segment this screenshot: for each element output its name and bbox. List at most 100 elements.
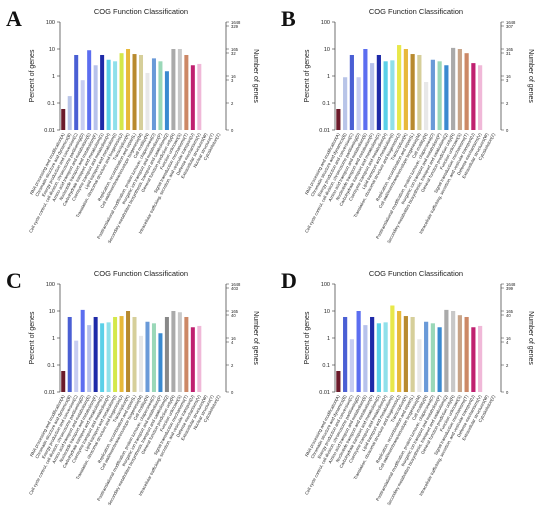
bar: [106, 322, 111, 392]
y-tick-label: 0.1: [47, 101, 55, 107]
y-tick-label: 0.1: [322, 363, 330, 369]
y2-tick-label: 32: [231, 51, 236, 56]
bar: [74, 340, 79, 392]
bar: [126, 311, 131, 392]
bar: [93, 316, 98, 392]
y2-tick-label: 1648: [231, 20, 241, 25]
bar: [397, 311, 402, 392]
bar: [444, 309, 449, 392]
y-tick-label: 100: [321, 20, 330, 26]
bar: [151, 323, 156, 392]
y-axis-label: Percent of genes: [304, 49, 311, 102]
y-tick-label: 0.1: [47, 363, 55, 369]
bar: [61, 108, 66, 130]
bar: [164, 71, 169, 130]
bar: [145, 72, 150, 130]
bar: [451, 47, 456, 130]
chart-title: COG Function Classification: [94, 269, 188, 278]
bar: [451, 311, 456, 392]
y2-tick-label: 0: [231, 128, 234, 133]
bar: [119, 53, 124, 130]
y2-tick-label: 2: [231, 101, 234, 106]
y2-tick-label: 0: [506, 128, 509, 133]
bar: [410, 316, 415, 392]
bar: [67, 96, 72, 130]
bar: [67, 316, 72, 392]
y2-tick-label: 0: [231, 390, 234, 395]
bar: [100, 54, 105, 131]
bar: [132, 54, 137, 130]
chart-title: COG Function Classification: [369, 7, 463, 16]
cog-chart-d: COG Function Classification 100 10 1 0.1 0.01…: [304, 269, 534, 506]
y2-tick-label: 1648: [506, 20, 516, 25]
bar: [403, 316, 408, 392]
bar: [349, 339, 354, 392]
bar: [197, 63, 202, 130]
bar: [158, 333, 163, 392]
bar: [349, 54, 354, 131]
bar: [424, 321, 429, 392]
bar: [403, 49, 408, 130]
bar: [444, 65, 449, 130]
y2-tick-label: 16: [506, 336, 511, 341]
y-tick-label: 10: [49, 309, 55, 315]
y-tick-label: 100: [46, 282, 55, 288]
bar: [126, 49, 131, 130]
bar: [138, 54, 144, 131]
bar: [363, 325, 368, 392]
chart-panel-b: B COG Function Classification 100 10 1 0.1 0.…: [275, 0, 550, 262]
y2-tick-label: 0: [506, 390, 509, 395]
bar: [363, 49, 368, 130]
bar: [336, 370, 341, 392]
bar: [171, 49, 176, 130]
bar: [87, 325, 92, 392]
panel-letter: B: [281, 6, 296, 31]
bar: [464, 316, 469, 392]
bar: [376, 54, 381, 131]
y-tick-label: 100: [321, 282, 330, 288]
bar: [336, 108, 341, 130]
bar: [430, 59, 435, 130]
chart-title: COG Function Classification: [94, 7, 188, 16]
chart-panel-a: A COG Function Classification 100 10 1 0.1 0.…: [0, 0, 275, 262]
bar: [356, 77, 361, 130]
cog-chart-a: COG Function Classification 100 10 1 0.1 0.01…: [28, 7, 259, 244]
chart-panel-d: D COG Function Classification 100 10 1 0.1 0.…: [275, 262, 550, 524]
y2-tick-label: 2: [506, 101, 509, 106]
bar: [437, 61, 442, 130]
y-tick-label: 10: [324, 309, 330, 315]
bar: [397, 45, 402, 130]
y-axis-label: Percent of genes: [29, 311, 36, 364]
y-tick-label: 10: [324, 47, 330, 53]
y2-tick-label: 165: [506, 47, 514, 52]
bar: [113, 61, 118, 130]
bar: [61, 370, 66, 392]
y-tick-label: 0.1: [322, 101, 330, 107]
y-axis-label: Percent of genes: [29, 49, 36, 102]
y2-tick-label: 40: [231, 313, 236, 318]
bar: [457, 49, 462, 130]
y2-tick-label: 3: [231, 78, 234, 83]
bar: [383, 61, 388, 130]
bar: [138, 335, 144, 392]
bar: [158, 61, 163, 130]
bar: [471, 63, 476, 131]
bar: [87, 50, 92, 130]
y2-tick-label: 40: [506, 313, 511, 318]
bar: [145, 321, 150, 392]
panel-letter: D: [281, 268, 297, 293]
bar: [80, 80, 85, 130]
bar: [74, 54, 79, 131]
y2-tick-label: 16: [231, 74, 236, 79]
y-tick-label: 0.01: [319, 128, 330, 134]
bar: [106, 59, 111, 130]
y2-tick-label: 399: [506, 286, 514, 291]
y2-tick-label: 165: [231, 309, 239, 314]
y2-tick-label: 2: [506, 363, 509, 368]
y2-tick-label: 16: [231, 336, 236, 341]
y-tick-label: 0.01: [319, 390, 330, 396]
y2-tick-label: 329: [231, 24, 239, 29]
panel-letter: A: [6, 6, 22, 31]
chart-title: COG Function Classification: [369, 269, 463, 278]
y-tick-label: 1: [52, 74, 55, 80]
